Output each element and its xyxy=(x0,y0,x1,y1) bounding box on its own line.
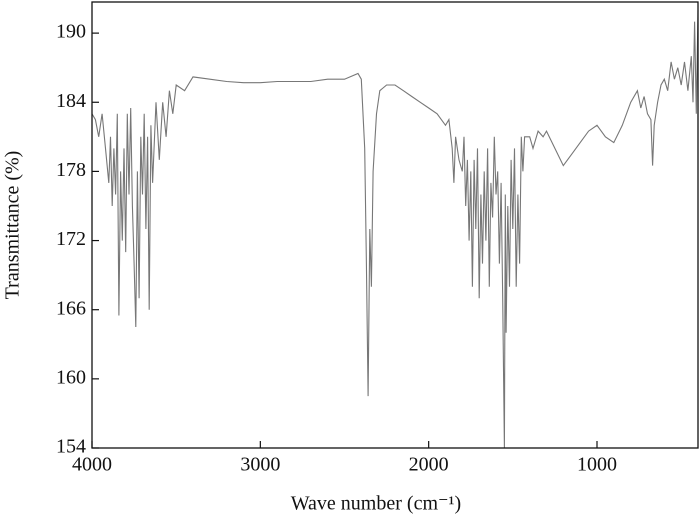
x-axis-label: Wave number (cm⁻¹) xyxy=(291,493,461,515)
y-tick-label: 178 xyxy=(56,159,86,181)
y-axis-label: Transmittance (%) xyxy=(2,151,24,300)
plot-frame xyxy=(91,1,699,449)
y-tick-label: 172 xyxy=(56,228,86,250)
y-tick-label: 166 xyxy=(56,297,86,319)
x-tick-label: 1000 xyxy=(577,454,617,476)
y-tick-label: 184 xyxy=(56,90,86,112)
y-tick-label: 154 xyxy=(56,436,86,458)
x-tick-label: 4000 xyxy=(72,454,112,476)
y-tick-label: 190 xyxy=(56,21,86,43)
x-tick-label: 2000 xyxy=(409,454,449,476)
spectrum-line xyxy=(91,10,699,449)
x-tick-label: 3000 xyxy=(240,454,280,476)
y-tick-label: 160 xyxy=(56,366,86,388)
